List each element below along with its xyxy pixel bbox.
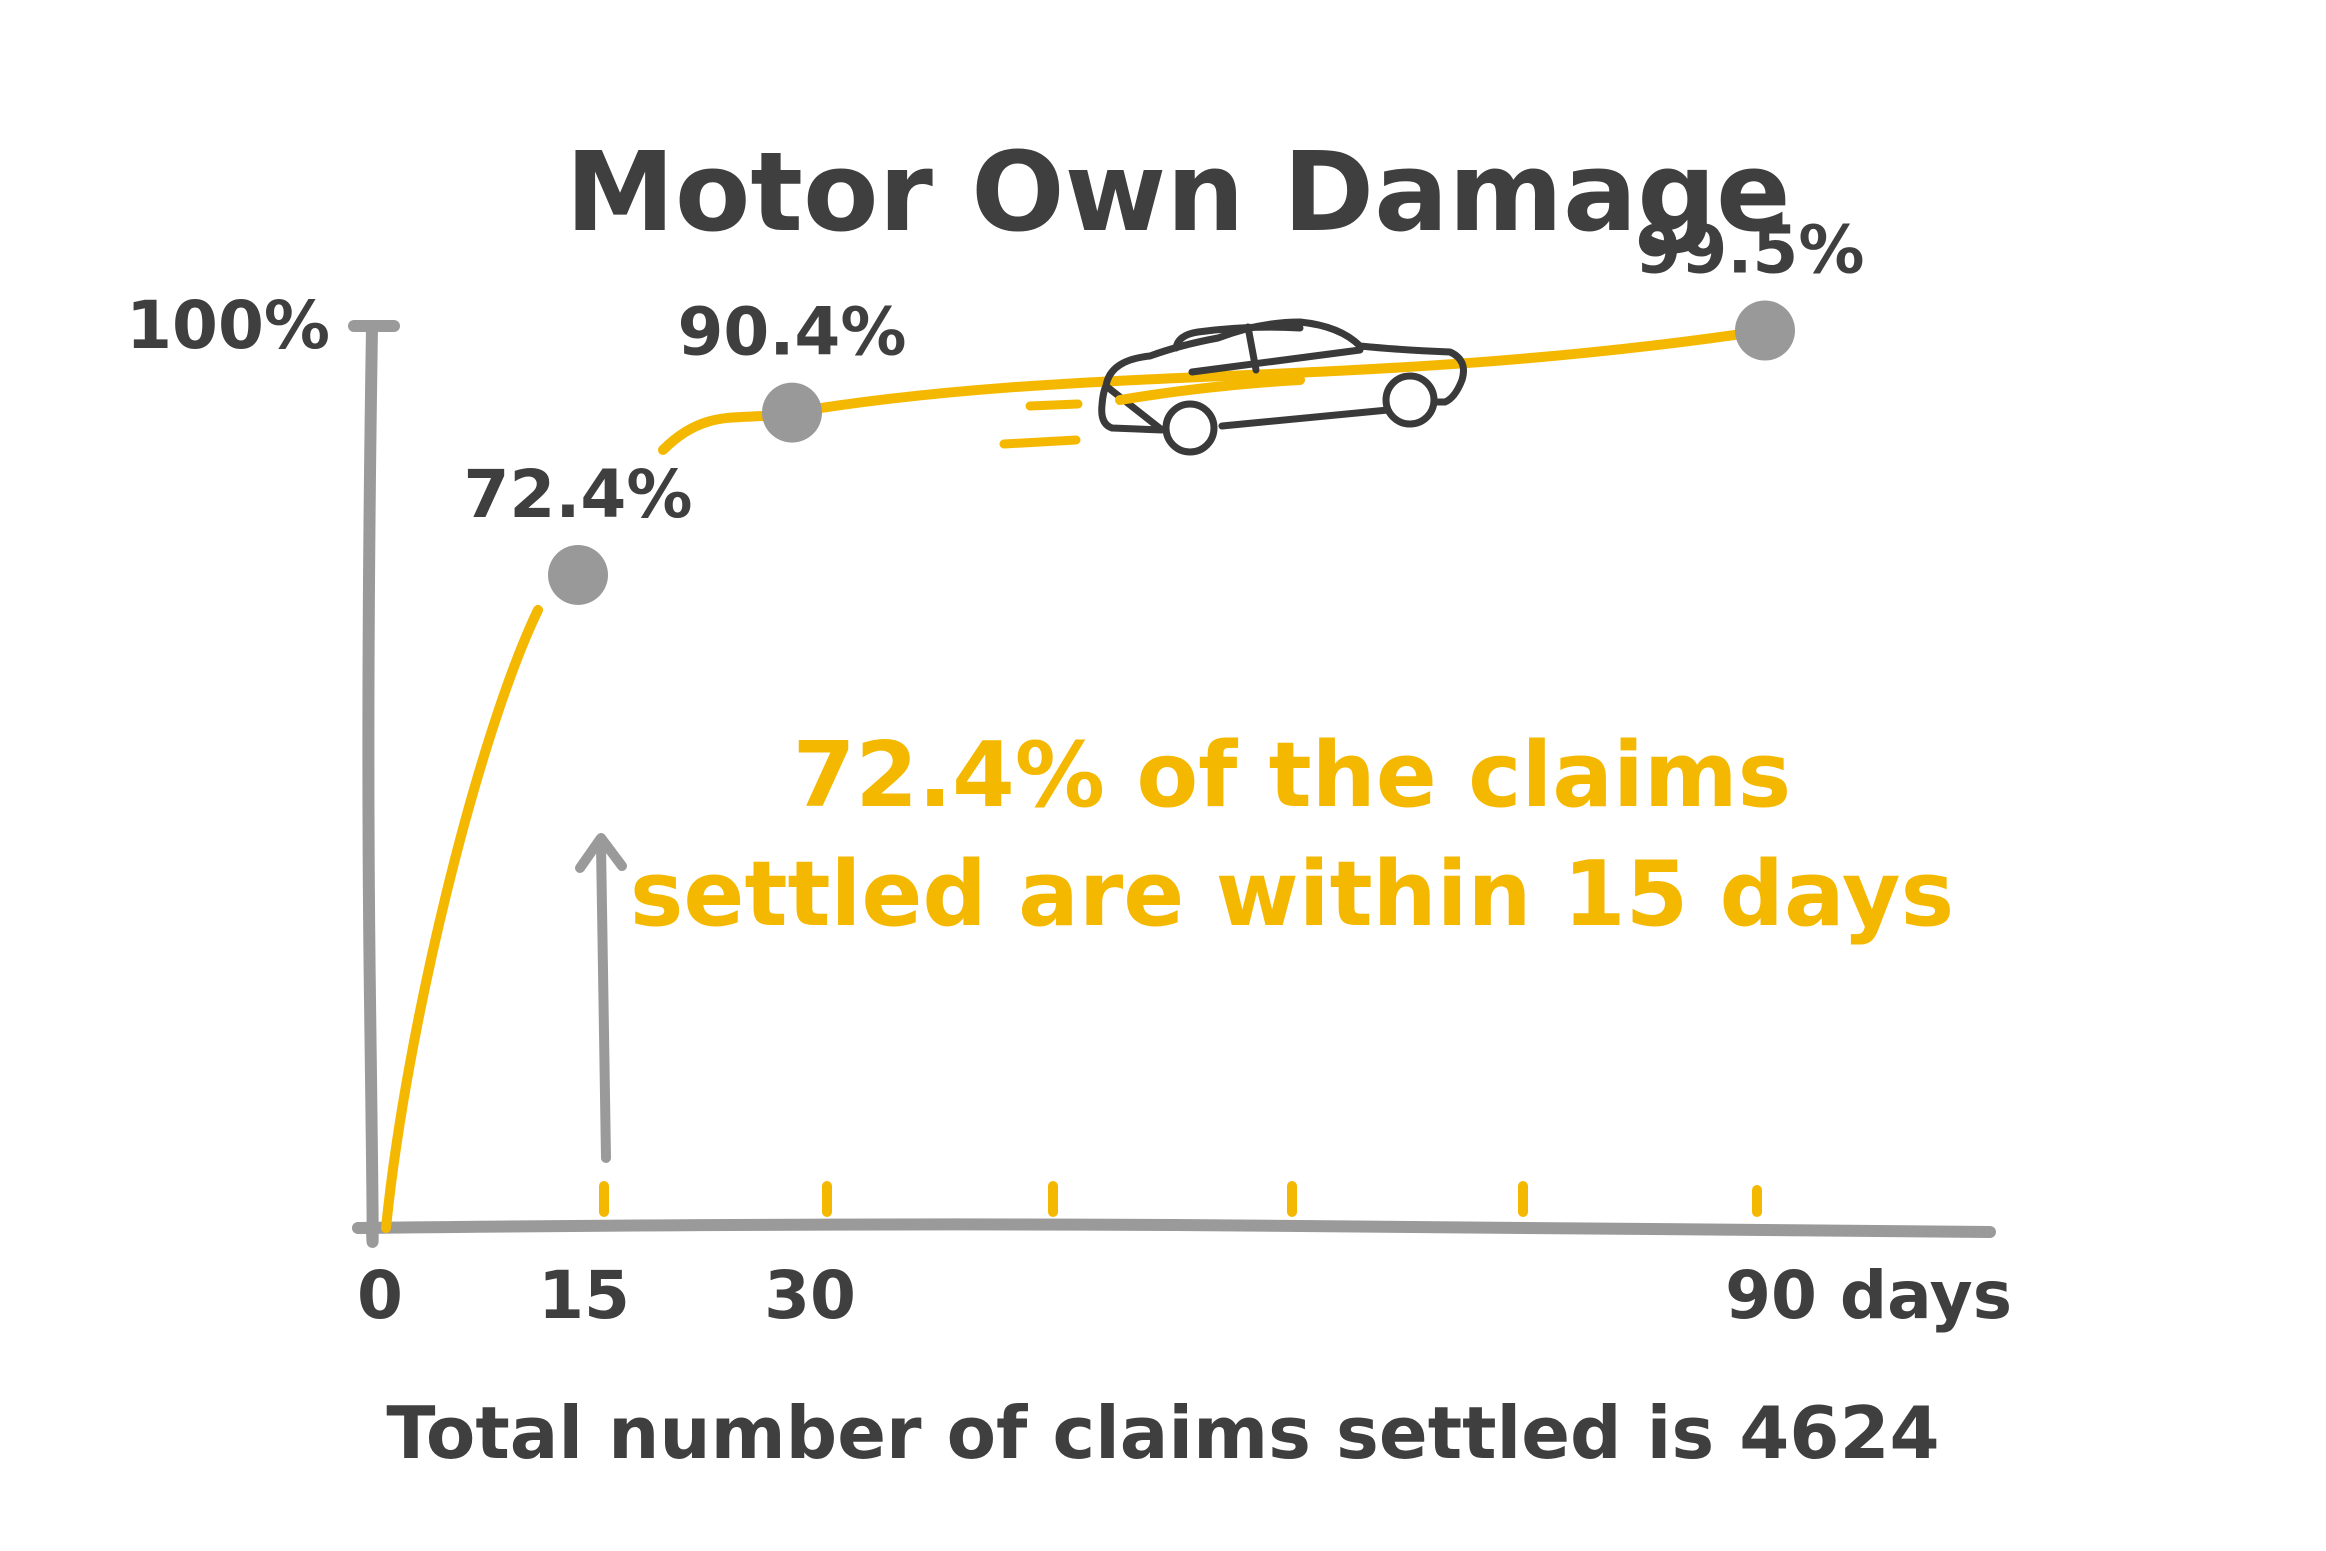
x-tick-label: 15 [538,1257,630,1334]
arrow-up-icon [575,833,627,1163]
series-line [381,325,1770,1233]
y-axis-top-label: 100% [126,287,330,364]
data-label: 90.4% [678,294,907,371]
data-label: 99.5% [1636,212,1865,289]
x-axis [352,1218,1996,1238]
car-icon [999,318,1467,456]
data-point [762,382,822,443]
x-axis-ticks [599,1181,1762,1217]
footer-total: Total number of claims settled is 4624 [386,1391,1939,1475]
data-point [1735,300,1795,361]
x-tick-label: 90 days [1725,1257,2012,1334]
y-axis [362,322,379,1248]
x-tick-label: 30 [764,1257,856,1334]
data-point [548,544,608,605]
x-tick-label: 0 [357,1257,403,1334]
annotation-line-2: settled are within 15 days [630,842,1954,947]
chart-title: Motor Own Damage [565,128,1790,256]
annotation-line-1: 72.4% of the claims [793,723,1791,828]
data-label: 72.4% [464,456,693,533]
